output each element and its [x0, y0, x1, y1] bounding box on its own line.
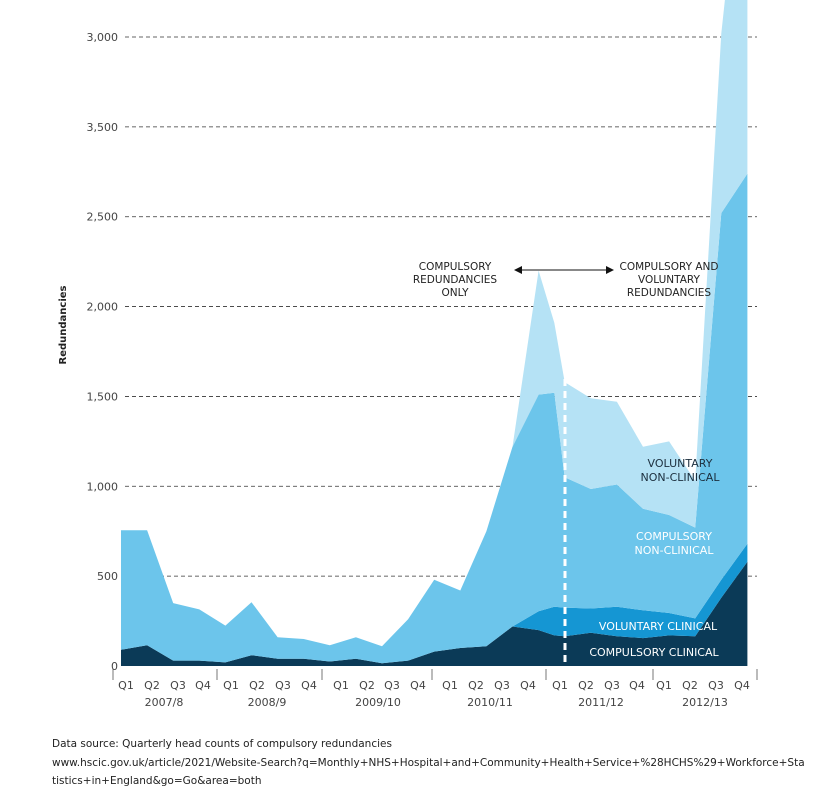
source-line-3: tistics+in+England&go=Go&area=both — [52, 775, 262, 787]
quarter-label: Q4 — [410, 679, 426, 692]
quarter-label: Q3 — [708, 679, 724, 692]
annotation-right: COMPULSORY AND — [620, 261, 719, 273]
quarter-label: Q2 — [468, 679, 484, 692]
quarter-label: Q1 — [223, 679, 239, 692]
y-axis-label: Redundancies — [58, 285, 69, 364]
area-voluntary-non-clinical — [121, 0, 748, 647]
y-tick-label: 2,000 — [87, 301, 119, 314]
y-axis-ticks: 0 500 1,000 1,500 2,000 2,500 3,500 3,000 — [87, 31, 119, 673]
quarter-label: Q4 — [195, 679, 211, 692]
quarter-label: Q2 — [682, 679, 698, 692]
quarter-label: Q2 — [578, 679, 594, 692]
quarter-label: Q4 — [734, 679, 750, 692]
quarter-label: Q3 — [275, 679, 291, 692]
year-label: 2007/8 — [145, 696, 184, 709]
series-label: NON-CLINICAL — [635, 544, 715, 557]
quarter-label: Q3 — [170, 679, 186, 692]
series-label: COMPULSORY CLINICAL — [589, 646, 719, 659]
series-labels: COMPULSORY CLINICAL VOLUNTARY CLINICAL COM… — [589, 457, 720, 659]
year-label: 2008/9 — [248, 696, 287, 709]
y-tick-label: 1,000 — [87, 480, 119, 493]
y-tick-label: 0 — [111, 660, 118, 673]
arrow-right-icon — [606, 266, 614, 274]
x-axis: Q1 Q2 Q3 Q4 Q1 Q2 Q3 Q4 Q1 Q2 Q3 Q4 Q1 Q2 Q3 Q4 Q1 Q2 Q3 Q4… — [112, 669, 758, 709]
annotation-left: ONLY — [442, 287, 470, 299]
series-label: VOLUNTARY CLINICAL — [599, 620, 718, 633]
annotation-right: REDUNDANCIES — [627, 287, 712, 299]
y-tick-label: 3,500 — [87, 121, 119, 134]
grid-lines — [125, 36, 757, 577]
quarter-label: Q3 — [604, 679, 620, 692]
source-line-1: Data source: Quarterly head counts of co… — [52, 738, 392, 750]
quarter-label: Q4 — [301, 679, 317, 692]
quarter-label: Q4 — [629, 679, 645, 692]
y-tick-label: 500 — [97, 570, 118, 583]
year-label: 2011/12 — [578, 696, 624, 709]
area-series — [121, 0, 748, 666]
year-label: 2010/11 — [467, 696, 513, 709]
series-label: NON-CLINICAL — [641, 471, 721, 484]
y-tick-label: 3,000 — [87, 31, 119, 44]
annotation-right: VOLUNTARY — [638, 274, 701, 286]
area-compulsory-non-clinical — [121, 173, 748, 664]
area-compulsory-clinical — [121, 561, 748, 666]
year-label: 2009/10 — [355, 696, 401, 709]
quarter-label: Q2 — [359, 679, 375, 692]
quarter-label: Q4 — [520, 679, 536, 692]
y-tick-label: 1,500 — [87, 390, 119, 403]
quarter-label: Q3 — [494, 679, 510, 692]
y-tick-label: 2,500 — [87, 211, 119, 224]
quarter-label: Q2 — [144, 679, 160, 692]
annotation-left: COMPULSORY — [419, 261, 492, 273]
quarter-label: Q1 — [118, 679, 134, 692]
quarter-label: Q3 — [384, 679, 400, 692]
source-line-2: www.hscic.gov.uk/article/2021/Website-Se… — [52, 757, 805, 769]
annotation-left: REDUNDANCIES — [413, 274, 498, 286]
year-label: 2012/13 — [682, 696, 728, 709]
quarter-label: Q1 — [656, 679, 672, 692]
quarter-label: Q1 — [333, 679, 349, 692]
series-label: VOLUNTARY — [648, 457, 713, 470]
quarter-label: Q1 — [442, 679, 458, 692]
arrow-left-icon — [514, 266, 522, 274]
quarter-label: Q2 — [249, 679, 265, 692]
quarter-label: Q1 — [552, 679, 568, 692]
series-label: COMPULSORY — [636, 530, 712, 543]
